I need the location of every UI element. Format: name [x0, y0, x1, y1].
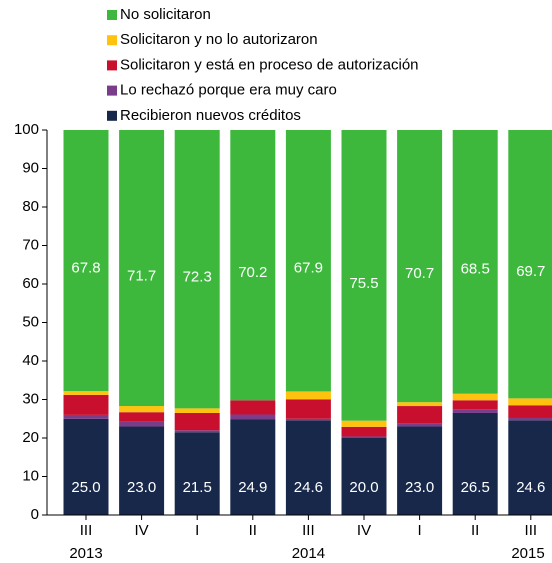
bar-segment: [508, 405, 552, 418]
legend-label: Solicitaron y está en proceso de autoriz…: [120, 56, 419, 73]
x-tick-label: IV: [357, 522, 371, 539]
bar-segment: [230, 400, 276, 415]
value-label: 70.2: [238, 264, 267, 281]
bar-segment: [230, 419, 276, 515]
bar-segment: [508, 420, 552, 515]
value-label: 71.7: [127, 267, 156, 284]
y-tick-label: 40: [22, 352, 39, 369]
y-tick-label: 70: [22, 236, 39, 253]
y-tick-label: 0: [31, 506, 39, 523]
y-tick-label: 20: [22, 429, 39, 446]
bar-segment: [397, 426, 443, 515]
bar-segment: [285, 399, 331, 419]
bar-segment: [63, 414, 109, 419]
x-tick-label: I: [418, 522, 422, 539]
legend-swatch: [107, 10, 117, 20]
bar-segment: [397, 423, 443, 427]
legend-swatch: [107, 60, 117, 71]
bar-segment: [174, 432, 220, 515]
bar-segment: [63, 418, 109, 515]
x-tick-label: I: [195, 522, 199, 539]
value-label: 23.0: [405, 479, 434, 496]
value-label: 21.5: [183, 479, 212, 496]
bar-segment: [119, 421, 165, 427]
y-tick-label: 50: [22, 313, 39, 330]
bar-segment: [285, 418, 331, 421]
x-tick-label: II: [471, 522, 479, 539]
bar-segment: [174, 430, 220, 433]
y-tick-label: 10: [22, 467, 39, 484]
bar-segment: [452, 409, 498, 413]
bar-segment: [230, 130, 276, 401]
bar-segment: [63, 391, 109, 395]
legend-swatch: [107, 110, 117, 121]
y-tick-label: 60: [22, 275, 39, 292]
bar-segment: [341, 436, 387, 438]
x-tick-label: III: [302, 522, 315, 539]
bar-segment: [397, 402, 443, 407]
value-label: 20.0: [349, 479, 378, 496]
bar-segment: [174, 412, 220, 431]
legend-swatch: [107, 85, 117, 96]
y-tick-label: 90: [22, 159, 39, 176]
value-label: 67.9: [294, 260, 323, 277]
x-tick-label: III: [525, 522, 538, 539]
value-label: 24.9: [238, 479, 267, 496]
x-tick-label: IV: [135, 522, 149, 539]
legend-label: Solicitaron y no lo autorizaron: [120, 31, 318, 48]
x-tick-label: III: [80, 522, 93, 539]
bar-segment: [452, 130, 498, 394]
bar-segment: [508, 398, 552, 406]
x-tick-label: II: [249, 522, 257, 539]
bar-segment: [285, 130, 331, 392]
value-label: 68.5: [461, 261, 490, 278]
year-label: 2013: [69, 545, 102, 562]
bar-segment: [174, 408, 220, 413]
bar-segment: [397, 406, 443, 424]
value-label: 24.6: [516, 479, 545, 496]
bar-segment: [508, 417, 552, 421]
legend-swatch: [107, 35, 117, 46]
value-label: 72.3: [183, 268, 212, 285]
bar-segment: [452, 400, 498, 410]
value-label: 75.5: [349, 275, 378, 292]
bar-segment: [119, 130, 165, 407]
value-label: 70.7: [405, 265, 434, 282]
bar-segment: [508, 130, 552, 399]
legend-label: No solicitaron: [120, 6, 211, 23]
bar-segment: [341, 420, 387, 427]
legend-label: Recibieron nuevos créditos: [120, 107, 301, 124]
value-label: 69.7: [516, 263, 545, 280]
bar-segment: [119, 412, 165, 422]
value-label: 23.0: [127, 479, 156, 496]
legend-label: Lo rechazó porque era muy caro: [120, 82, 337, 99]
bar-segment: [341, 426, 387, 437]
value-label: 26.5: [461, 479, 490, 496]
bar-segment: [452, 393, 498, 401]
bar-segment: [230, 414, 276, 420]
bar-segment: [285, 391, 331, 400]
y-tick-label: 80: [22, 198, 39, 215]
year-label: 2014: [292, 545, 325, 562]
bar-segment: [119, 406, 165, 413]
bar-segment: [341, 130, 387, 421]
bar-segment: [341, 438, 387, 515]
value-label: 67.8: [71, 259, 100, 276]
y-tick-label: 100: [14, 121, 39, 138]
bar-segment: [452, 412, 498, 515]
bar-segment: [63, 130, 109, 392]
value-label: 24.6: [294, 479, 323, 496]
bar-segment: [397, 130, 443, 403]
year-label: 2015: [511, 545, 544, 562]
bar-segment: [119, 426, 165, 515]
bar-segment: [63, 394, 109, 415]
value-label: 25.0: [71, 479, 100, 496]
bar-segment: [285, 420, 331, 515]
bar-segment: [174, 130, 220, 409]
y-tick-label: 30: [22, 390, 39, 407]
